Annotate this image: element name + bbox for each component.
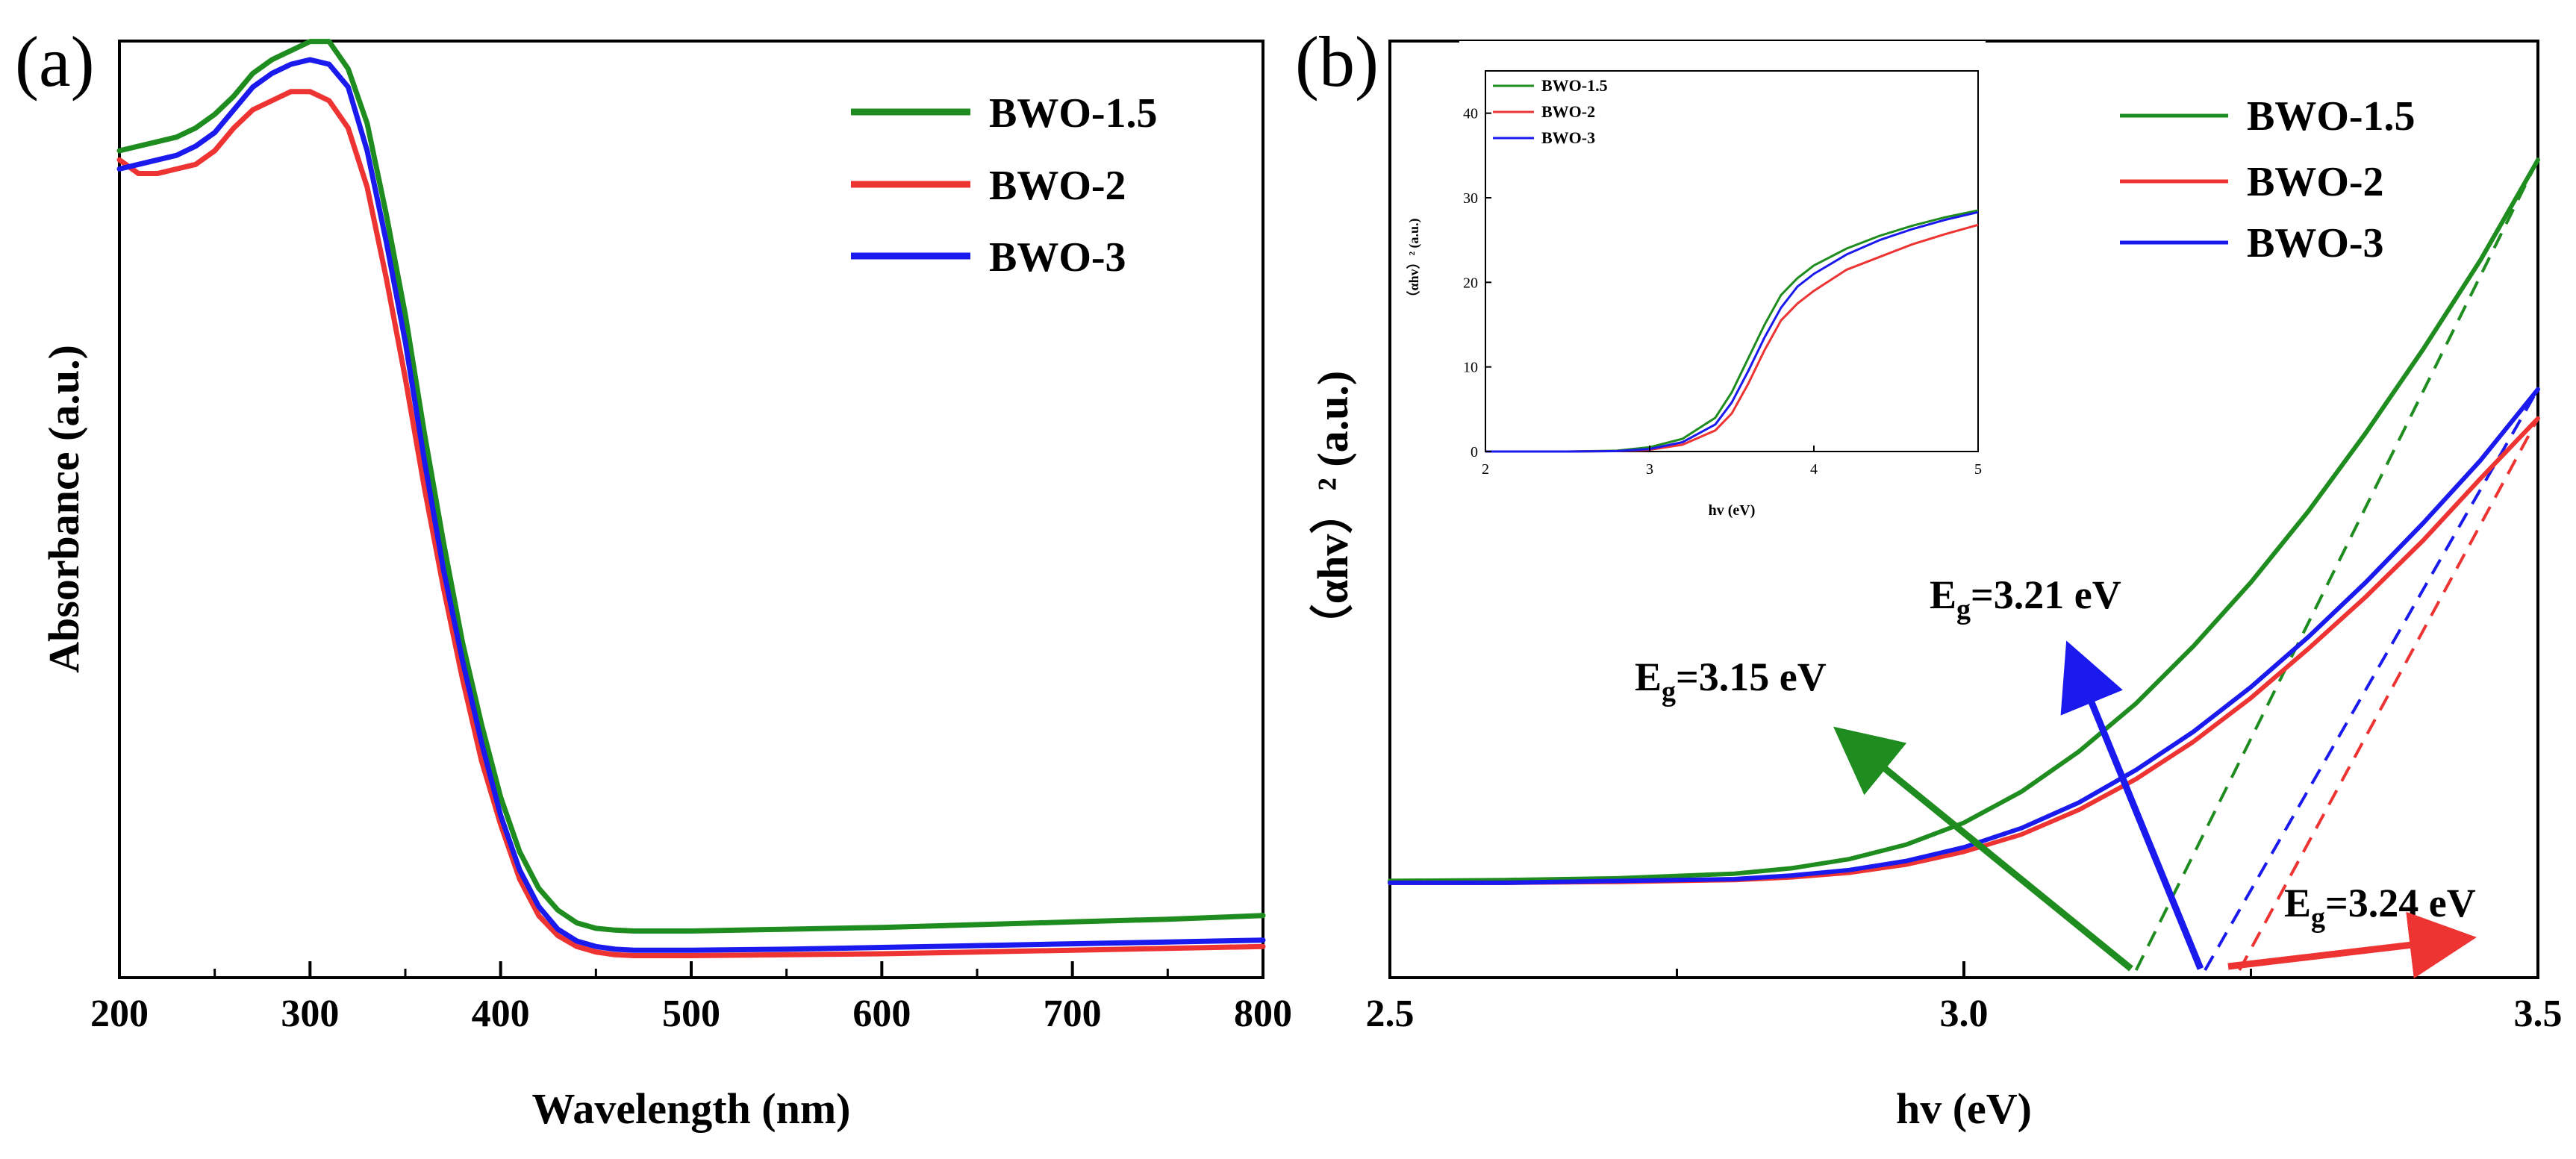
x-tick-label: 400 [472, 993, 530, 1035]
inset-y-tick-label: 40 [1463, 106, 1478, 122]
legend-label-bwo-3: BWO-3 [989, 234, 1126, 281]
legend-label-bwo-2: BWO-2 [989, 163, 1126, 209]
series-line-bwo-3 [1388, 387, 2540, 885]
inset-x-tick-label: 2 [1482, 461, 1489, 478]
legend-label-bwo-1-5: BWO-1.5 [2247, 93, 2416, 140]
x-tick-label: 500 [662, 993, 720, 1035]
inset-y-tick-label: 30 [1463, 190, 1478, 207]
inset-legend: BWO-1.5 BWO-2 BWO-3 [1493, 76, 1608, 147]
tangent-line-bwo-2 [2238, 417, 2539, 971]
panel-b-label: (b) [1295, 22, 1379, 101]
panel-a-y-axis-title: Absorbance (a.u.) [40, 345, 88, 673]
inset-chart: 2 3 4 5 0 10 20 30 40 hv (eV) （αhv）² (a.u.) BWO-… [1406, 41, 1986, 519]
x-tick-label: 700 [1044, 993, 1102, 1035]
tangent-line-bwo-1-5 [2134, 159, 2539, 971]
inset-y-tick-label: 20 [1463, 275, 1478, 291]
panel-a-x-axis-title: Wavelength (nm) [532, 1084, 851, 1133]
inset-y-tick-label: 0 [1471, 444, 1478, 460]
inset-ticks: 2 3 4 5 0 10 20 30 40 [1463, 106, 1982, 478]
x-tick-label: 2.5 [1366, 993, 1415, 1035]
eg-annotation-3-24: Eg=3.24 eV [2227, 881, 2477, 979]
legend-label-bwo-3: BWO-3 [2247, 220, 2384, 266]
panel-a-x-ticks: 200 300 400 500 600 700 800 [90, 961, 1292, 1035]
x-tick-label: 600 [852, 993, 911, 1035]
series-line-bwo-2 [116, 89, 1266, 958]
inset-x-tick-label: 3 [1646, 461, 1653, 478]
eg-label-3-15: Eg=3.15 eV [1635, 655, 1827, 707]
inset-x-tick-label: 4 [1810, 461, 1818, 478]
inset-series-line-bwo-1-5 [1485, 209, 1979, 453]
eg-annotation-3-21: Eg=3.21 eV [1930, 572, 2204, 970]
inset-frame [1485, 70, 1979, 452]
panel-b-tangent-lines [2134, 159, 2539, 971]
inset-x-axis-title: hv (eV) [1709, 502, 1756, 519]
eg-annotation-3-15: Eg=3.15 eV [1635, 655, 2133, 972]
inset-legend-label-bwo-3: BWO-3 [1541, 128, 1595, 147]
series-line-bwo-3 [116, 57, 1266, 953]
inset-legend-label-bwo-2: BWO-2 [1541, 102, 1595, 121]
panel-b-y-axis-title: （αhv）² (a.u.) [1309, 371, 1357, 647]
panel-b-x-ticks: 2.5 3.0 3.5 [1366, 961, 2563, 1035]
eg-arrow-3-24 [2227, 911, 2477, 979]
panel-b-series [1388, 157, 2540, 885]
legend-label-bwo-1-5: BWO-1.5 [989, 90, 1158, 137]
inset-series [1485, 209, 1979, 453]
panel-a-series [116, 39, 1266, 958]
eg-arrow-3-15 [1833, 726, 2133, 972]
panel-b-x-axis-title: hv (eV) [1896, 1084, 2032, 1133]
inset-y-axis-title: （αhv）² (a.u.) [1406, 219, 1422, 304]
legend-label-bwo-2: BWO-2 [2247, 159, 2384, 205]
inset-series-line-bwo-3 [1485, 210, 1979, 453]
series-line-bwo-1-5 [116, 39, 1266, 934]
x-tick-label: 300 [281, 993, 339, 1035]
eg-arrow-3-21 [2060, 640, 2204, 970]
series-line-bwo-1-5 [1388, 157, 2540, 884]
panel-a-legend: BWO-1.5 BWO-2 BWO-3 [851, 90, 1158, 281]
inset-background [1459, 41, 1986, 444]
x-tick-label: 3.5 [2514, 993, 2563, 1035]
eg-label-3-21: Eg=3.21 eV [1930, 572, 2121, 625]
inset-legend-label-bwo-1-5: BWO-1.5 [1541, 76, 1608, 95]
panel-b-legend: BWO-1.5 BWO-2 BWO-3 [2120, 93, 2416, 266]
tangent-line-bwo-3 [2204, 388, 2539, 971]
x-tick-label: 200 [90, 993, 149, 1035]
panel-a-label: (a) [15, 22, 95, 101]
x-tick-label: 800 [1234, 993, 1292, 1035]
inset-y-tick-label: 10 [1463, 360, 1478, 376]
series-line-bwo-2 [1388, 416, 2540, 885]
eg-label-3-24: Eg=3.24 eV [2284, 881, 2476, 934]
x-tick-label: 3.0 [1940, 993, 1989, 1035]
inset-x-tick-label: 5 [1974, 461, 1982, 478]
panel-b: (b) 2.5 3.0 3.5 hv (eV) （αhv）² (a.u.) BWO-… [1295, 22, 2563, 1133]
panel-a: (a) 200 300 400 500 600 700 800 Wavelength (nm… [15, 22, 1292, 1133]
